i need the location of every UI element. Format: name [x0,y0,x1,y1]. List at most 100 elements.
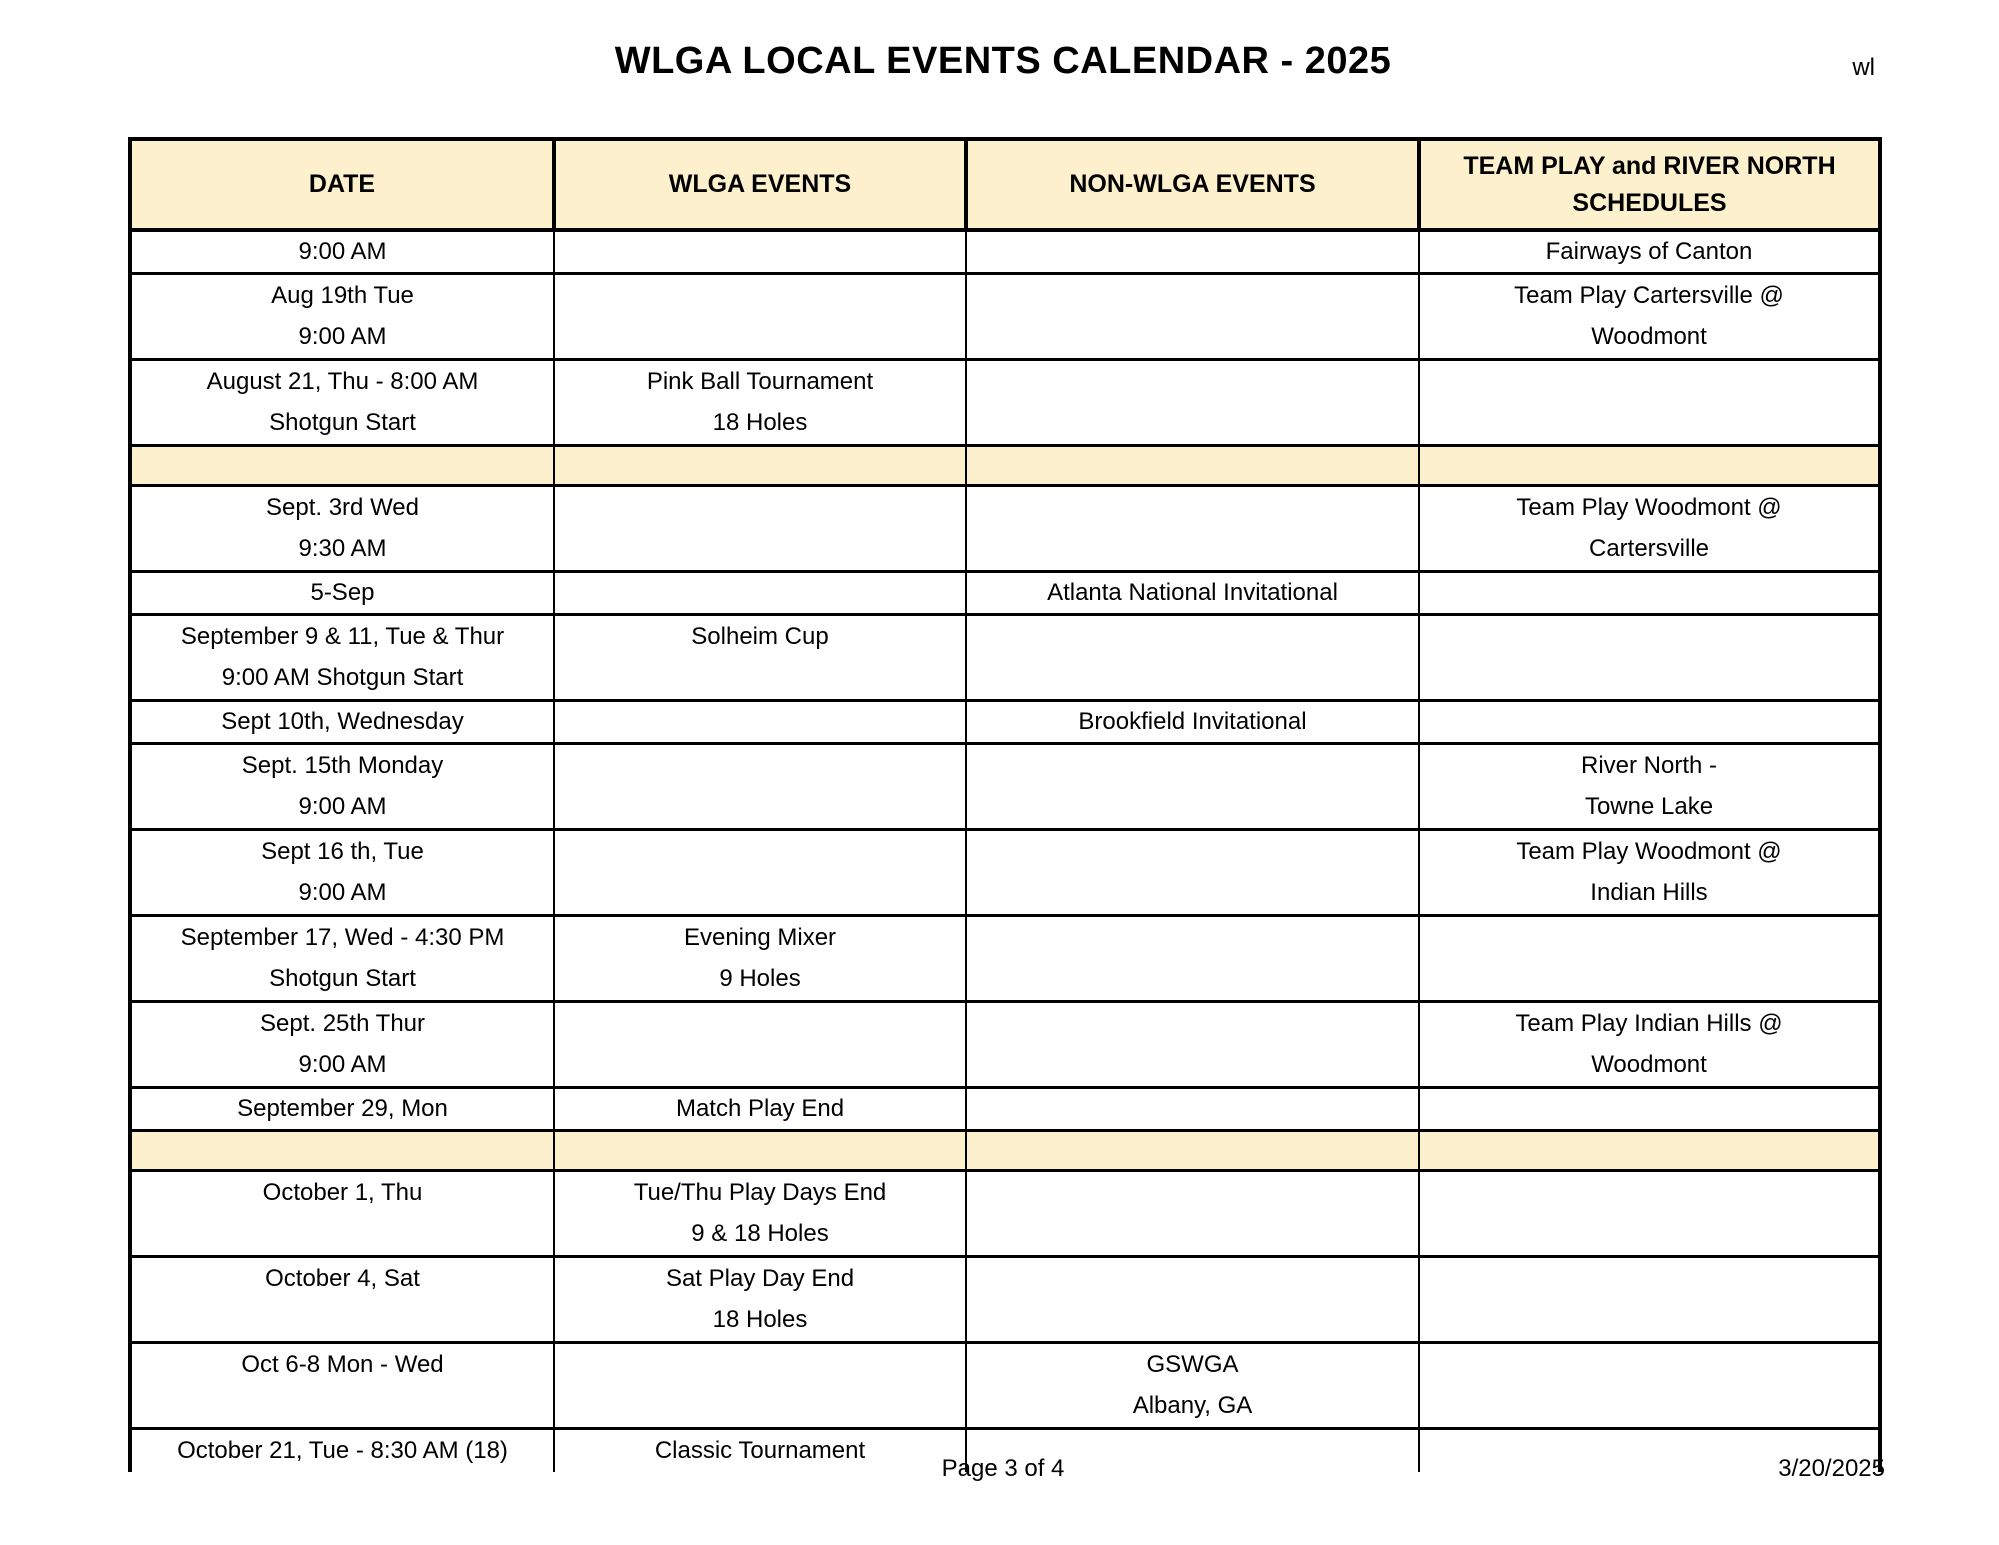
cell-team-play: Team Play Woodmont @ Cartersville [1418,484,1881,573]
separator-cell [553,1129,967,1172]
cell-line: Classic Tournament [654,1437,866,1464]
cell-non-wlga-events [965,914,1420,1003]
cell-line: Shotgun Start [269,965,416,993]
cell-line: Evening Mixer [683,923,837,951]
cell-team-play [1418,914,1881,1003]
cell-team-play: Team Play Cartersville @ Woodmont [1418,272,1881,361]
cell-non-wlga-events [965,1169,1420,1258]
cell-line: Tue/Thu Play Days End [633,1178,887,1206]
cell-line: September 9 & 11, Tue & Thur [180,622,505,650]
cell-line: Team Play Indian Hills @ [1515,1009,1783,1037]
cell-wlga-events: Match Play End [553,1086,967,1132]
table-row: September 17, Wed - 4:30 PM Shotgun Start… [129,914,1881,1003]
cell-team-play [1418,699,1881,745]
cell-line: August 21, Thu - 8:00 AM [206,367,479,395]
cell-wlga-events: Classic Tournament [553,1427,967,1472]
cell-date: October 4, Sat [129,1255,555,1344]
cell-line: Team Play Woodmont @ [1516,493,1782,521]
cell-line: Fairways of Canton [1545,238,1753,265]
page-number: Page 3 of 4 [941,1455,1065,1482]
cell-date: Oct 6-8 Mon - Wed [129,1341,555,1430]
cell-line: October 21, Tue - 8:30 AM (18) [177,1437,508,1464]
cell-date: September 29, Mon [129,1086,555,1132]
header-row: DATE WLGA EVENTS NON-WLGA EVENTS TEAM PLAY … [128,137,1882,232]
cell-wlga-events [553,484,967,573]
table-row: October 21, Tue - 8:30 AM (18) Classic To… [129,1427,1881,1472]
cell-non-wlga-events [965,828,1420,917]
cell-date: October 1, Thu [129,1169,555,1258]
events-table: DATE WLGA EVENTS NON-WLGA EVENTS TEAM PLAY … [128,137,1882,1472]
cell-wlga-events [553,1000,967,1089]
cell-line: Brookfield Invitational [1078,708,1307,735]
cell-non-wlga-events [965,1255,1420,1344]
cell-team-play [1418,1169,1881,1258]
cell-line: Solheim Cup [691,622,829,650]
cell-team-play [1418,570,1881,616]
cell-line: 9:00 AM [298,1051,387,1079]
column-header-wlga-events: WLGA EVENTS [552,137,968,232]
table-row: Sept. 25th Thur 9:00 AM Team Play Indian H… [129,1000,1881,1089]
table-row: August 21, Thu - 8:00 AM Shotgun Start Pin… [129,358,1881,447]
cell-line: October 1, Thu [262,1178,423,1206]
table-row: Aug 19th Tue 9:00 AM Team Play Cartersvill… [129,272,1881,361]
cell-date: 9:00 AM [129,228,555,275]
cell-line: Atlanta National Invitational [1047,579,1338,606]
column-header-date: DATE [128,137,556,232]
cell-line: October 4, Sat [265,1264,420,1292]
cell-line: Sept. 15th Monday [241,751,444,779]
table-row: October 1, Thu Tue/Thu Play Days End 9 & 1… [129,1169,1881,1258]
cell-line: Towne Lake [1584,793,1714,821]
cell-line: Sept. 3rd Wed [266,493,419,521]
cell-line: GSWGA [1146,1350,1239,1378]
cell-line: 9 & 18 Holes [691,1220,829,1248]
table-row: 5-Sep Atlanta National Invitational [129,570,1881,616]
cell-line: Sept 10th, Wednesday [221,708,464,735]
cell-wlga-events [553,828,967,917]
cell-non-wlga-events [965,228,1420,275]
cell-wlga-events [553,742,967,831]
cell-line: 9:00 AM [298,323,387,351]
cell-team-play [1418,1341,1881,1430]
cell-line: Sat Play Day End [665,1264,855,1292]
cell-line: Oct 6-8 Mon - Wed [241,1350,444,1378]
separator-cell [553,444,967,487]
separator-cell [965,1129,1420,1172]
table-row: Sept 10th, Wednesday Brookfield Invitatio… [129,699,1881,745]
separator-cell [965,444,1420,487]
cell-date: 5-Sep [129,570,555,616]
separator-cell [129,444,555,487]
cell-non-wlga-events [965,358,1420,447]
cell-non-wlga-events: Atlanta National Invitational [965,570,1420,616]
cell-date: Sept. 15th Monday 9:00 AM [129,742,555,831]
cell-wlga-events [553,228,967,275]
separator-cell [1418,1129,1881,1172]
cell-team-play [1418,1427,1881,1472]
column-header-team-play: TEAM PLAY and RIVER NORTH SCHEDULES [1417,137,1882,232]
table-row: Sept. 15th Monday 9:00 AM River North - Tow… [129,742,1881,831]
cell-line: Team Play Cartersville @ [1514,281,1784,309]
cell-wlga-events: Pink Ball Tournament 18 Holes [553,358,967,447]
column-header-non-wlga-events: NON-WLGA EVENTS [964,137,1421,232]
cell-team-play [1418,1255,1881,1344]
cell-date: Sept. 25th Thur 9:00 AM [129,1000,555,1089]
table-row: 9:00 AM Fairways of Canton [129,228,1881,275]
cell-team-play: Team Play Indian Hills @ Woodmont [1418,1000,1881,1089]
cell-date: August 21, Thu - 8:00 AM Shotgun Start [129,358,555,447]
cell-date: October 21, Tue - 8:30 AM (18) [129,1427,555,1472]
cell-wlga-events [553,272,967,361]
cell-wlga-events: Tue/Thu Play Days End 9 & 18 Holes [553,1169,967,1258]
table-row: September 9 & 11, Tue & Thur 9:00 AM Shot… [129,613,1881,702]
cell-date: September 9 & 11, Tue & Thur 9:00 AM Shot… [129,613,555,702]
cell-line: 9 Holes [719,965,801,993]
cell-line: Sept 16 th, Tue [261,837,424,865]
cell-team-play [1418,613,1881,702]
cell-non-wlga-events [965,484,1420,573]
cell-line: September 17, Wed - 4:30 PM [180,923,505,951]
cell-line: 9:30 AM [298,535,387,563]
cell-line: 5-Sep [310,579,375,606]
cell-line: Albany, GA [1132,1392,1253,1420]
table-header: DATE WLGA EVENTS NON-WLGA EVENTS TEAM PLAY … [128,137,1882,232]
cell-line: Match Play End [675,1095,845,1122]
cell-line: 9:00 AM [298,879,387,907]
cell-wlga-events [553,699,967,745]
